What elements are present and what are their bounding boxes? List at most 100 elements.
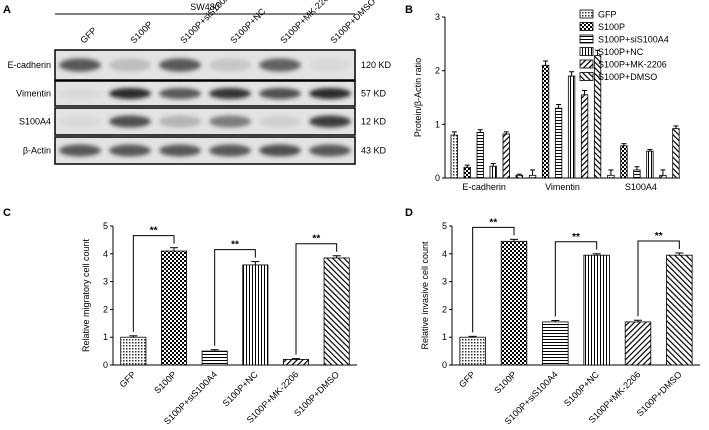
x-tick-label: S100P+NC [221, 369, 260, 408]
chart-migratory-count: 0 1 2 3 4 5 Relative migratory cell count GFP S1… [81, 221, 357, 426]
y-tick-label: 5 [103, 221, 108, 231]
blot-band [159, 144, 201, 157]
y-tick-label: 3 [442, 277, 447, 287]
blot-band [159, 115, 201, 128]
legend-swatch [579, 59, 594, 69]
blot-band [309, 144, 351, 157]
blot-band [259, 58, 301, 72]
significance-label: ** [231, 240, 239, 251]
panel-letter-b: B [405, 4, 413, 16]
blot-band [159, 58, 201, 72]
legend-label: S100P+siS100A4 [598, 35, 669, 45]
bar-0 [459, 336, 486, 366]
legend-swatch [579, 72, 594, 81]
bar-2 [554, 107, 563, 179]
blot-band [59, 58, 101, 72]
blot-band [309, 58, 351, 72]
y-tick-label: 4 [103, 249, 108, 259]
significance-label: ** [489, 217, 497, 228]
bar-1 [160, 250, 188, 366]
blot-band [159, 88, 201, 99]
bar-4 [502, 133, 510, 179]
bar-0 [450, 134, 458, 179]
blot-size-label: 43 KD [361, 146, 387, 156]
bar-4 [282, 359, 310, 366]
bar-4 [659, 174, 667, 179]
blot-band [259, 144, 301, 157]
bar-1 [500, 240, 528, 366]
blot-band [109, 144, 151, 157]
significance-label: ** [312, 234, 320, 245]
x-tick-label: S100P+NC [562, 369, 601, 408]
x-tick-label: E-cadherin [462, 182, 506, 192]
bar-3 [567, 75, 576, 179]
blot-row-label: Vimentin [16, 89, 51, 99]
lane-label: GFP [78, 25, 98, 45]
bar-3 [646, 150, 654, 179]
cell-line-label: SW480 [190, 2, 220, 12]
significance-bracket [637, 240, 680, 317]
y-tick-label: 0 [442, 360, 447, 370]
blot-band [59, 144, 101, 157]
legend-swatch [579, 22, 594, 31]
y-tick-label: 3 [103, 277, 108, 287]
bar-2 [476, 131, 484, 179]
y-tick-label: 1 [442, 332, 447, 342]
y-tick-label: 2 [103, 304, 108, 314]
blot-band [309, 115, 351, 128]
bar-5 [672, 128, 680, 179]
blot-strip [54, 49, 356, 81]
bar-3 [489, 165, 497, 179]
bar-4 [580, 94, 589, 179]
y-tick-label: 1 [435, 119, 440, 129]
bar-2 [542, 321, 569, 366]
blot-strip [54, 80, 356, 107]
y-tick-label: 2 [435, 66, 440, 76]
bar-5 [323, 257, 350, 366]
significance-bracket [132, 235, 175, 332]
blot-band [259, 115, 301, 128]
legend-swatch [579, 34, 594, 44]
panel-letter-d: D [405, 207, 413, 219]
x-tick-label: S100P [492, 369, 518, 395]
panel-letter-c: C [3, 207, 11, 219]
significance-bracket [214, 249, 256, 346]
y-tick-label: 0 [435, 173, 440, 183]
legend-label: S100P [598, 22, 625, 32]
legend-label: S100P+MK-2206 [598, 60, 667, 70]
legend-swatch [579, 9, 594, 19]
lane-label: S100P [128, 19, 154, 45]
lane-label: S100P+DMSO [328, 0, 377, 45]
bar-2 [201, 350, 228, 366]
bar-3 [583, 254, 610, 366]
x-tick-label: S100P [152, 369, 178, 395]
legend-label: S100P+DMSO [598, 72, 657, 82]
blot-strip [54, 107, 356, 136]
blot-band [59, 115, 101, 128]
panel-letter-a: A [3, 4, 11, 16]
legend-swatch [579, 47, 594, 56]
bar-2 [633, 169, 641, 179]
x-tick-label: Vimentin [545, 182, 580, 192]
blot-row-label: β-Actin [23, 146, 51, 156]
lane-label: S100P+NC [228, 6, 267, 45]
blot-band [59, 88, 101, 99]
x-tick-label: S100A4 [625, 182, 657, 192]
blot-row-label: S100A4 [19, 117, 51, 127]
bar-1 [541, 64, 550, 179]
blot-band [209, 58, 251, 72]
significance-label: ** [572, 232, 580, 243]
chart-invasive-count: 0 1 2 3 4 5 Relative invasive cell count GFP S10… [420, 217, 700, 426]
blot-size-label: 120 KD [361, 60, 392, 70]
x-tick-label: GFP [118, 369, 138, 389]
y-tick-label: 0 [103, 360, 108, 370]
chart-c-ylabel: Relative migratory cell count [81, 238, 91, 352]
significance-label: ** [655, 231, 663, 242]
blot-band [209, 144, 251, 157]
bar-3 [242, 264, 269, 366]
y-tick-label: 1 [103, 332, 108, 342]
blot-band [109, 58, 151, 72]
significance-label: ** [150, 226, 158, 237]
